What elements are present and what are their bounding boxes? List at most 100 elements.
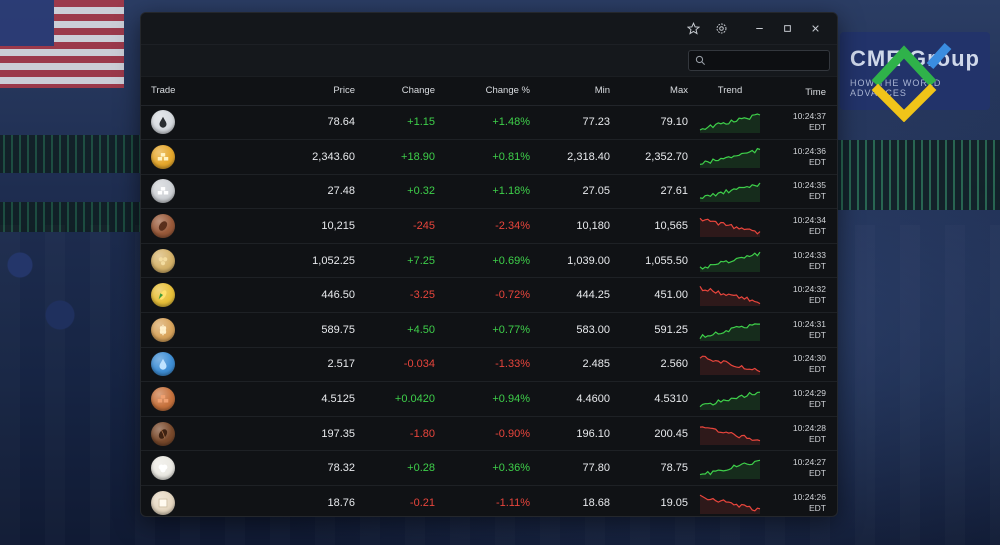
max-cell: 2,352.70 [610, 139, 688, 175]
change-pct-cell: +0.69% [435, 243, 530, 279]
time-cell: 10:24:27 EDT [772, 450, 837, 487]
trade-cell [141, 347, 201, 383]
change-pct-cell: +1.48% [435, 105, 530, 141]
gear-icon [716, 23, 726, 34]
change-cell: +1.15 [355, 105, 435, 141]
change-cell: -0.034 [355, 347, 435, 383]
table-row[interactable]: 18.76 -0.21 -1.11% 18.68 19.05 10:24:26 … [141, 485, 837, 516]
table-row[interactable]: 2.517 -0.034 -1.33% 2.485 2.560 10:24:30… [141, 347, 837, 383]
sparkline-up [699, 183, 761, 203]
table-row[interactable]: 78.32 +0.28 +0.36% 77.80 78.75 10:24:27 … [141, 450, 837, 487]
trade-cell [141, 243, 201, 279]
column-header-change[interactable]: Change [355, 77, 435, 106]
search-input[interactable] [711, 54, 821, 67]
table-row[interactable]: 10,215 -245 -2.34% 10,180 10,565 10:24:3… [141, 208, 837, 244]
price-cell: 78.32 [201, 450, 355, 487]
sparkline-up [699, 323, 760, 341]
minimize-icon [755, 28, 763, 29]
time-value: 10:24:27 [792, 457, 826, 468]
trend-cell [688, 139, 772, 175]
close-icon [811, 25, 819, 32]
change-pct-cell: +0.94% [435, 381, 530, 417]
toolbar [141, 45, 837, 77]
table-row[interactable]: 2,343.60 +18.90 +0.81% 2,318.40 2,352.70… [141, 139, 837, 175]
column-header-time[interactable]: Time [772, 77, 837, 106]
maximize-button[interactable] [773, 15, 801, 43]
trade-cell [141, 450, 201, 487]
min-cell: 77.80 [530, 450, 610, 487]
change-cell: +18.90 [355, 139, 435, 175]
cotton-icon [151, 456, 175, 481]
time-value: 10:24:33 [792, 249, 826, 260]
trade-cell [141, 312, 201, 348]
table-row[interactable]: 589.75 +4.50 +0.77% 583.00 591.25 10:24:… [141, 312, 837, 348]
trend-cell [688, 381, 772, 417]
table-row[interactable]: 4.5125 +0.0420 +0.94% 4.4600 4.5310 10:2… [141, 381, 837, 417]
timezone-label: EDT [809, 364, 826, 375]
sparkline-up [699, 391, 761, 411]
time-value: 10:24:37 [792, 111, 826, 122]
time-cell: 10:24:36 EDT [772, 139, 837, 175]
table-row[interactable]: 27.48 +0.32 +1.18% 27.05 27.61 10:24:35 … [141, 174, 837, 210]
trade-cell [141, 485, 201, 516]
change-pct-cell: -0.90% [435, 416, 530, 452]
timezone-label: EDT [809, 260, 826, 271]
sparkline-up [699, 113, 761, 134]
timezone-label: EDT [809, 502, 826, 513]
min-cell: 77.23 [530, 105, 610, 141]
price-cell: 446.50 [201, 277, 355, 314]
minimize-button[interactable] [745, 15, 773, 43]
trade-cell [141, 139, 201, 175]
cme-group-sign: CME Group HOW THE WORLD ADVANCES [840, 32, 990, 110]
coffee-bean-icon [151, 421, 175, 446]
min-cell: 444.25 [530, 277, 610, 314]
min-cell: 1,039.00 [530, 243, 610, 279]
max-cell: 27.61 [610, 174, 688, 210]
table-row[interactable]: 197.35 -1.80 -0.90% 196.10 200.45 10:24:… [141, 416, 837, 452]
trend-cell [688, 416, 772, 452]
favorite-button[interactable] [679, 15, 707, 43]
min-cell: 196.10 [530, 416, 610, 452]
column-header-trend[interactable]: Trend [688, 77, 772, 106]
min-cell: 2,318.40 [530, 139, 610, 175]
change-cell: +0.0420 [355, 381, 435, 417]
table-row[interactable]: 446.50 -3.25 -0.72% 444.25 451.00 10:24:… [141, 277, 837, 314]
time-cell: 10:24:31 EDT [772, 312, 837, 348]
column-header-min[interactable]: Min [530, 77, 610, 106]
sparkline-up [699, 251, 761, 272]
commodities-table: Trade Price Change Change % Min Max Tren… [141, 77, 837, 516]
settings-button[interactable] [707, 15, 735, 43]
price-cell: 27.48 [201, 174, 355, 210]
search-box[interactable] [688, 50, 830, 71]
timezone-label: EDT [809, 156, 826, 167]
column-header-price[interactable]: Price [201, 77, 355, 106]
maximize-icon [783, 25, 791, 32]
brand-logo-icon [871, 42, 952, 122]
silver-bars-icon [151, 179, 175, 204]
sparkline-down [699, 217, 761, 238]
close-button[interactable] [801, 15, 829, 43]
ticker-board [0, 135, 140, 173]
time-cell: 10:24:33 EDT [772, 243, 837, 279]
column-header-change-pct[interactable]: Change % [435, 77, 530, 106]
corn-icon [151, 283, 175, 308]
table-row[interactable]: 1,052.25 +7.25 +0.69% 1,039.00 1,055.50 … [141, 243, 837, 279]
soybeans-icon [151, 248, 175, 273]
trend-cell [688, 208, 772, 244]
time-cell: 10:24:32 EDT [772, 277, 837, 314]
time-value: 10:24:30 [792, 353, 826, 364]
sparkline-up [699, 147, 761, 168]
change-pct-cell: -1.11% [435, 485, 530, 516]
table-row[interactable]: 78.64 +1.15 +1.48% 77.23 79.10 10:24:37 … [141, 105, 837, 141]
copper-bars-icon [151, 387, 175, 412]
timezone-label: EDT [809, 468, 826, 479]
change-cell: +7.25 [355, 243, 435, 279]
sparkline-down [699, 356, 761, 376]
column-header-max[interactable]: Max [610, 77, 688, 106]
trend-cell [688, 243, 772, 279]
max-cell: 200.45 [610, 416, 688, 452]
price-cell: 1,052.25 [201, 243, 355, 279]
star-icon [686, 22, 700, 35]
column-header-trade[interactable]: Trade [141, 77, 201, 106]
time-cell: 10:24:37 EDT [772, 105, 837, 141]
